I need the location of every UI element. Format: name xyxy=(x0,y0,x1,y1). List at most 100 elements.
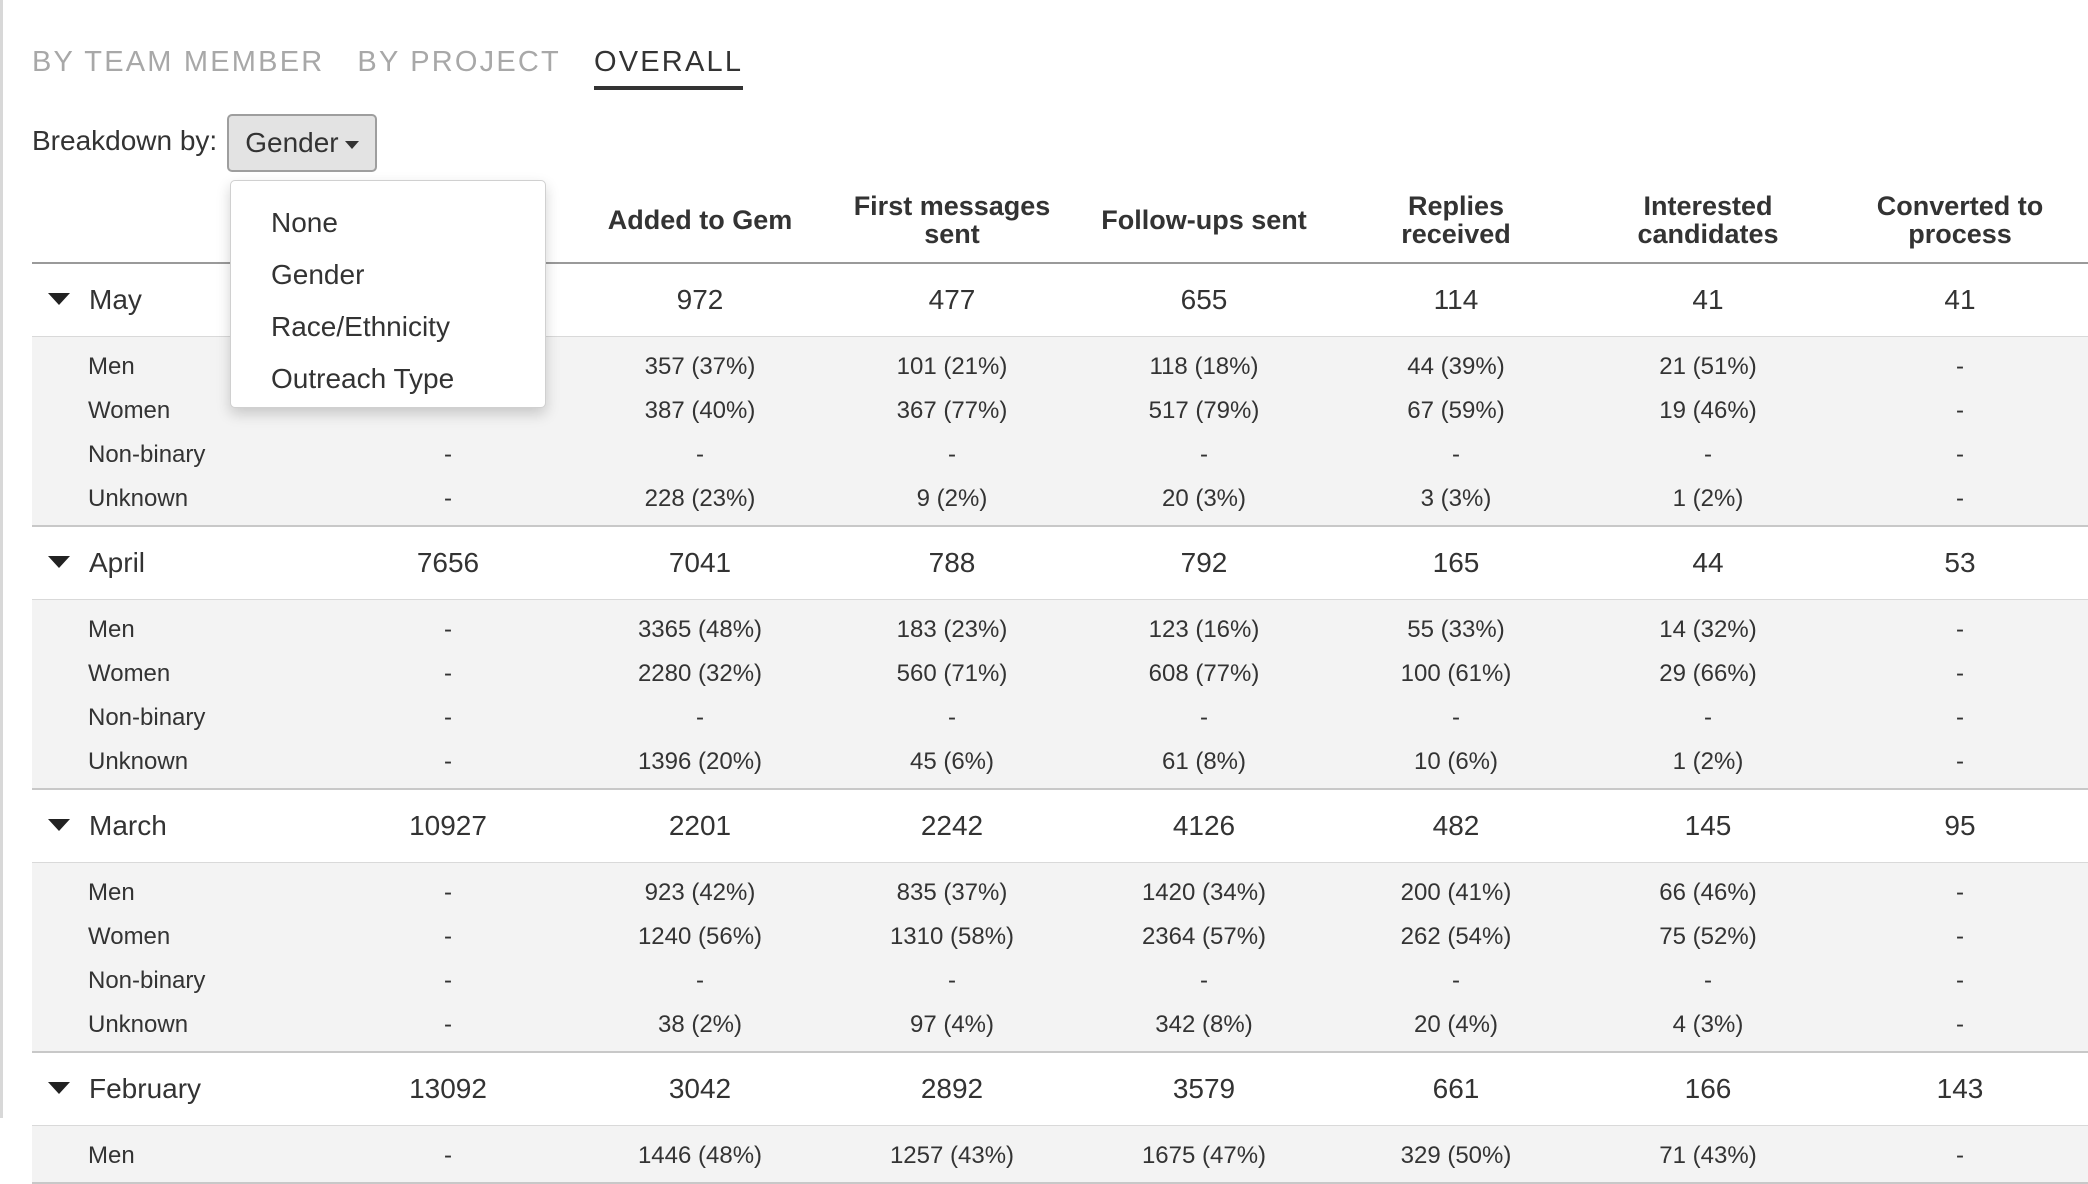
breakdown-value-cell: - xyxy=(444,879,452,906)
breakdown-value-cell: 367 (77%) xyxy=(896,397,1008,424)
month-total-cell: 41 xyxy=(1944,284,1976,315)
month-total-cell: 165 xyxy=(1432,547,1480,578)
month-name: February xyxy=(89,1073,202,1104)
column-header-line: Added to Gem xyxy=(607,205,793,235)
breakdown-value-cell: 517 (79%) xyxy=(1148,397,1260,424)
breakdown-value-cell: 44 (39%) xyxy=(1407,353,1505,380)
column-header-added-to-gem[interactable]: Added to Gem xyxy=(555,178,845,262)
breakdown-value-cell: 228 (23%) xyxy=(644,485,756,512)
breakdown-value-cell: - xyxy=(1956,441,1964,468)
breakdown-value-cell: 71 (43%) xyxy=(1659,1142,1757,1169)
breakdown-value-cell: - xyxy=(948,441,956,468)
breakdown-control: Breakdown by: Gender xyxy=(32,114,377,172)
month-total-cell: 477 xyxy=(928,284,976,315)
breakdown-value-cell: 262 (54%) xyxy=(1400,923,1512,950)
column-header-follow-ups-sent[interactable]: Follow-ups sent xyxy=(1059,178,1349,262)
breakdown-label: Breakdown by: xyxy=(32,125,218,156)
month-total-cell: 41 xyxy=(1692,284,1724,315)
tab-overall[interactable]: OVERALL xyxy=(593,44,744,90)
breakdown-value-cell: - xyxy=(444,616,452,643)
month-total-cell: 4126 xyxy=(1172,810,1236,841)
month-row-february: February 13092 3042 2892 3579 661 166 143 xyxy=(32,1053,2088,1126)
breakdown-value-cell: 1675 (47%) xyxy=(1141,1142,1267,1169)
collapse-triangle-icon[interactable] xyxy=(48,819,70,831)
month-row-april: April 7656 7041 788 792 165 44 53 xyxy=(32,527,2088,600)
breakdown-value-cell: 200 (41%) xyxy=(1400,879,1512,906)
breakdown-label-women: Women xyxy=(88,397,171,424)
breakdown-value-cell: - xyxy=(1956,353,1964,380)
breakdown-value-cell: 1257 (43%) xyxy=(889,1142,1015,1169)
month-total-cell: 114 xyxy=(1433,284,1479,315)
column-header-converted-to-process[interactable]: Converted to process xyxy=(1815,178,2088,262)
month-total-cell: 13092 xyxy=(409,1073,487,1104)
month-total-cell: 7656 xyxy=(416,547,480,578)
breakdown-value-cell: - xyxy=(444,441,452,468)
breakdown-value-cell: 101 (21%) xyxy=(896,353,1008,380)
month-name: April xyxy=(89,547,146,578)
collapse-triangle-icon[interactable] xyxy=(48,1082,70,1094)
column-header-replies-received[interactable]: Replies received xyxy=(1311,178,1601,262)
column-header-line: sent xyxy=(924,219,980,249)
breakdown-value-cell: - xyxy=(444,704,452,731)
month-label: March xyxy=(32,790,167,862)
breakdown-label-unknown: Unknown xyxy=(88,1011,189,1038)
tab-by-project[interactable]: BY PROJECT xyxy=(357,46,561,78)
menu-item-outreach-type[interactable]: Outreach Type xyxy=(271,363,455,394)
breakdown-label-unknown: Unknown xyxy=(88,485,189,512)
breakdown-value-cell: - xyxy=(948,704,956,731)
month-total-cell: 788 xyxy=(928,547,976,578)
month-total-cell: 95 xyxy=(1944,810,1976,841)
breakdown-value-cell: 560 (71%) xyxy=(896,660,1008,687)
breakdown-value-cell: - xyxy=(1704,441,1712,468)
breakdown-value-cell: 2280 (32%) xyxy=(637,660,763,687)
breakdown-label-women: Women xyxy=(88,660,171,687)
column-header-line: process xyxy=(1908,219,2012,249)
breakdown-value-cell: 1396 (20%) xyxy=(637,748,763,775)
month-total-cell: 482 xyxy=(1432,810,1480,841)
breakdown-value-cell: - xyxy=(948,967,956,994)
breakdown-value-cell: 66 (46%) xyxy=(1659,879,1757,906)
table-row: Men - 3365 (48%) 183 (23%) 123 (16%) 55 (33%)… xyxy=(32,608,2088,652)
breakdown-value-cell: 19 (46%) xyxy=(1659,397,1757,424)
collapse-triangle-icon[interactable] xyxy=(48,556,70,568)
breakdown-label-men: Men xyxy=(88,1142,135,1169)
breakdown-value-cell: - xyxy=(1956,748,1964,775)
column-header-line: candidates xyxy=(1637,219,1779,249)
breakdown-select[interactable]: Gender xyxy=(227,114,377,172)
breakdown-value-cell: - xyxy=(1704,967,1712,994)
breakdown-value-cell: 75 (52%) xyxy=(1659,923,1757,950)
breakdown-value-cell: 387 (40%) xyxy=(644,397,756,424)
month-total-cell: 661 xyxy=(1432,1073,1480,1104)
breakdown-value-cell: 357 (37%) xyxy=(644,353,756,380)
month-name: May xyxy=(89,284,142,315)
breakdown-value-cell: - xyxy=(696,967,704,994)
breakdown-rows: Men - 1446 (48%) 1257 (43%) 1675 (47%) 329 (5… xyxy=(32,1126,2088,1184)
breakdown-value-cell: - xyxy=(1956,397,1964,424)
column-header-line: Interested xyxy=(1643,191,1773,221)
column-header-interested-candidates[interactable]: Interested candidates xyxy=(1563,178,1853,262)
collapse-triangle-icon[interactable] xyxy=(48,293,70,305)
breakdown-label-men: Men xyxy=(88,879,135,906)
breakdown-value-cell: - xyxy=(444,967,452,994)
breakdown-value-cell: - xyxy=(1200,967,1208,994)
table-row: Unknown - 38 (2%) 97 (4%) 342 (8%) 20 (4%) 4 (… xyxy=(32,1003,2088,1047)
table-row: Non-binary - - - - - - - xyxy=(32,433,2088,477)
column-header-first-messages-sent[interactable]: First messages sent xyxy=(807,178,1097,262)
left-border xyxy=(0,0,3,1118)
table-header-row: Added to Gem First messages sent Follow-ups… xyxy=(32,178,2088,264)
menu-item-none[interactable]: None xyxy=(271,207,338,238)
tab-by-team-member[interactable]: BY TEAM MEMBER xyxy=(32,46,325,78)
menu-item-gender[interactable]: Gender xyxy=(271,259,365,290)
breakdown-value-cell: 2364 (57%) xyxy=(1141,923,1267,950)
table-row: Men - 923 (42%) 835 (37%) 1420 (34%) 200 (41%… xyxy=(32,871,2088,915)
breakdown-value-cell: 100 (61%) xyxy=(1400,660,1512,687)
breakdown-value-cell: - xyxy=(444,748,452,775)
menu-item-race-ethnicity[interactable]: Race/Ethnicity xyxy=(271,311,450,342)
breakdown-value-cell: 9 (2%) xyxy=(916,485,988,512)
breakdown-selected-value: Gender xyxy=(245,127,339,158)
breakdown-value-cell: 1 (2%) xyxy=(1672,748,1744,775)
breakdown-value-cell: 608 (77%) xyxy=(1148,660,1260,687)
breakdown-value-cell: 61 (8%) xyxy=(1161,748,1247,775)
table-row: Unknown - 1396 (20%) 45 (6%) 61 (8%) 10 (6%) 1… xyxy=(32,740,2088,784)
table-row: Non-binary - - - - - - - xyxy=(32,696,2088,740)
